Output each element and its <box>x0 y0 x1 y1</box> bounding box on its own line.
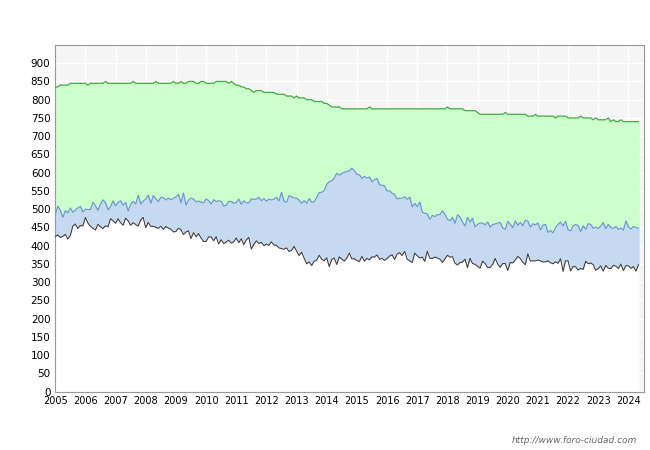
Text: Coripe - Evolucion de la poblacion en edad de Trabajar Mayo de 2024: Coripe - Evolucion de la poblacion en ed… <box>94 13 556 26</box>
Text: http://www.foro-ciudad.com: http://www.foro-ciudad.com <box>512 436 637 445</box>
